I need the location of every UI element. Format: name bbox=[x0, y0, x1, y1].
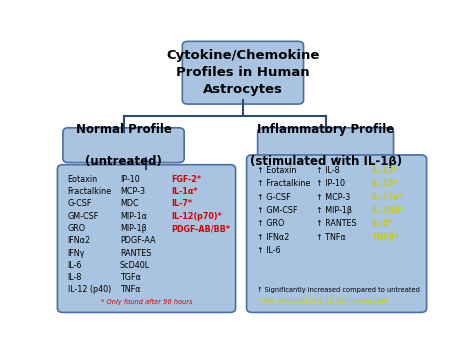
Text: Normal Profile

(untreated): Normal Profile (untreated) bbox=[75, 123, 172, 168]
Text: G-CSF: G-CSF bbox=[68, 199, 92, 209]
Text: ↑ Fractalkine: ↑ Fractalkine bbox=[256, 179, 310, 188]
Text: IL-4*: IL-4* bbox=[372, 219, 392, 228]
Text: IP-10: IP-10 bbox=[120, 175, 140, 184]
Text: ↑ RANTES: ↑ RANTES bbox=[316, 219, 357, 228]
Text: GRO: GRO bbox=[68, 224, 86, 233]
Text: MIP-1β: MIP-1β bbox=[120, 224, 146, 233]
Text: Inflammatory Profile

(stimulated with IL-1β): Inflammatory Profile (stimulated with IL… bbox=[249, 123, 401, 168]
Text: ↑ G-CSF: ↑ G-CSF bbox=[256, 193, 290, 202]
Text: IL-1α*: IL-1α* bbox=[171, 187, 198, 196]
Text: ↑ MIP-1β: ↑ MIP-1β bbox=[316, 206, 352, 215]
Text: ↑ GRO: ↑ GRO bbox=[256, 219, 284, 228]
Text: MCP-3: MCP-3 bbox=[120, 187, 145, 196]
Text: ↑ IL-8: ↑ IL-8 bbox=[316, 166, 340, 175]
Text: ↑ GM-CSF: ↑ GM-CSF bbox=[256, 206, 297, 215]
Text: ScD40L: ScD40L bbox=[120, 261, 150, 270]
Text: *Only detected in IL-1β stimulated cells: *Only detected in IL-1β stimulated cells bbox=[256, 298, 388, 304]
Text: ↑ IP-10: ↑ IP-10 bbox=[316, 179, 346, 188]
Text: Cytokine/Chemokine
Profiles in Human
Astrocytes: Cytokine/Chemokine Profiles in Human Ast… bbox=[166, 49, 319, 96]
Text: MIP-1α: MIP-1α bbox=[120, 212, 147, 221]
Text: IFNα2: IFNα2 bbox=[68, 236, 91, 245]
FancyBboxPatch shape bbox=[57, 165, 236, 312]
Text: ↑ IL-6: ↑ IL-6 bbox=[256, 246, 280, 255]
Text: TNFα: TNFα bbox=[120, 285, 140, 294]
FancyBboxPatch shape bbox=[257, 128, 393, 163]
Text: ↑ IFNα2: ↑ IFNα2 bbox=[256, 233, 289, 242]
Text: PDGF-AB/BB*: PDGF-AB/BB* bbox=[171, 224, 230, 233]
Text: Eotaxin: Eotaxin bbox=[68, 175, 98, 184]
Text: * Only found after 96 hours: * Only found after 96 hours bbox=[101, 299, 192, 305]
Text: MDC: MDC bbox=[120, 199, 138, 209]
Text: ↑ Significantly increased compared to untreated: ↑ Significantly increased compared to un… bbox=[256, 287, 419, 293]
Text: IFNγ: IFNγ bbox=[68, 249, 85, 257]
Text: IL-12 (p40): IL-12 (p40) bbox=[68, 285, 111, 294]
Text: IL-15*: IL-15* bbox=[372, 179, 398, 188]
Text: RANTES: RANTES bbox=[120, 249, 151, 257]
Text: FGF-2*: FGF-2* bbox=[171, 175, 201, 184]
Text: IL-13*: IL-13* bbox=[372, 166, 398, 175]
Text: TGFα: TGFα bbox=[120, 273, 141, 282]
Text: Fractalkine: Fractalkine bbox=[68, 187, 112, 196]
FancyBboxPatch shape bbox=[182, 41, 303, 104]
Text: IL-6: IL-6 bbox=[68, 261, 82, 270]
Text: TNFβ*: TNFβ* bbox=[372, 233, 399, 242]
Text: IL-17α*: IL-17α* bbox=[372, 193, 403, 202]
FancyBboxPatch shape bbox=[246, 155, 427, 312]
Text: IL-1RA*: IL-1RA* bbox=[372, 206, 405, 215]
Text: IL-12(p70)*: IL-12(p70)* bbox=[171, 212, 222, 221]
FancyBboxPatch shape bbox=[63, 128, 184, 163]
Text: PDGF-AA: PDGF-AA bbox=[120, 236, 155, 245]
Text: ↑ Eotaxin: ↑ Eotaxin bbox=[256, 166, 296, 175]
Text: IL-7*: IL-7* bbox=[171, 199, 192, 209]
Text: IL-8: IL-8 bbox=[68, 273, 82, 282]
Text: ↑ TNFα: ↑ TNFα bbox=[316, 233, 346, 242]
Text: GM-CSF: GM-CSF bbox=[68, 212, 99, 221]
Text: ↑ MCP-3: ↑ MCP-3 bbox=[316, 193, 351, 202]
